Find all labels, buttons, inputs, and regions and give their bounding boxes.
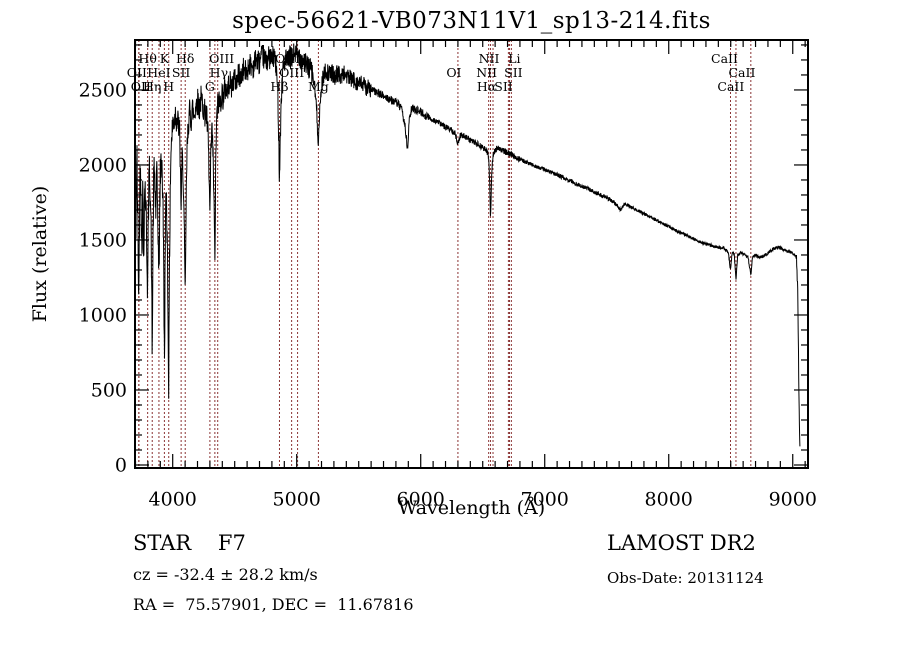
x-axis-label: Wavelength (Å) <box>397 497 546 519</box>
star-classification: STAR F7 <box>133 531 246 555</box>
y-tick-label: 2500 <box>79 79 127 101</box>
y-tick-label: 500 <box>91 379 127 401</box>
y-tick-label: 1000 <box>79 304 127 326</box>
x-tick-label: 8000 <box>645 489 693 511</box>
plot-frame <box>134 39 809 469</box>
survey-release: LAMOST DR2 <box>607 531 756 555</box>
spectral-line-label-G: G <box>205 79 215 94</box>
y-tick-label: 1500 <box>79 229 127 251</box>
spectral-marker-lines <box>138 40 752 468</box>
y-tick-label: 0 <box>115 454 127 476</box>
spectral-line-label-Li: Li <box>508 51 520 66</box>
axis-frame-and-ticks <box>134 39 809 469</box>
observation-date: Obs-Date: 20131124 <box>607 569 764 587</box>
spectral-line-label-NII: NII <box>479 51 500 66</box>
spectral-line-label-CaII: CaII <box>728 65 755 80</box>
y-axis-label: Flux (relative) <box>29 185 51 323</box>
spectral-line-label-Hθ: Hθ <box>138 51 156 66</box>
spectral-line-label-Hβ: Hβ <box>270 79 288 94</box>
spectral-line-label-SII: SII <box>504 65 523 80</box>
spectral-line-label-SII: SII <box>172 65 191 80</box>
spectral-line-label-OIII: OIII <box>209 51 234 66</box>
radial-velocity: cz = -32.4 ± 28.2 km/s <box>133 565 318 584</box>
spectral-line-label-Hγ: Hγ <box>210 65 228 80</box>
spectral-line-label-Hδ: Hδ <box>176 51 194 66</box>
spectral-line-label-Mg: Mg <box>308 79 329 94</box>
x-tick-label: 6000 <box>397 489 445 511</box>
ra-dec-coordinates: RA = 75.57901, DEC = 11.67816 <box>133 595 414 614</box>
spectral-line-label-SII: SII <box>494 79 513 94</box>
spectrum-curve <box>134 43 801 452</box>
x-tick-label: 4000 <box>149 489 197 511</box>
spectral-line-label-NII: NII <box>476 65 497 80</box>
axis-tick-labels: 4000 5000 6000 7000 8000 9000 0 500 1000 1500 2000… <box>79 79 817 510</box>
spectral-line-label-K: K <box>160 51 170 66</box>
page-title: spec-56621-VB073N11V1_sp13-214.fits <box>232 8 711 34</box>
spectral-line-label-CaII: CaII <box>717 79 744 94</box>
spectral-line-label-Hη: Hη <box>143 79 161 94</box>
spectral-line-label-OIII: OIII <box>275 51 300 66</box>
y-tick-label: 2000 <box>79 154 127 176</box>
spectral-line-label-H: H <box>163 79 174 94</box>
x-tick-label: 5000 <box>273 489 321 511</box>
spectral-line-label-Hα: Hα <box>477 79 497 94</box>
spectral-line-label-HeI: HeI <box>147 65 170 80</box>
spectral-line-label-OIII: OIII <box>279 65 304 80</box>
x-tick-label: 7000 <box>521 489 569 511</box>
x-tick-label: 9000 <box>769 489 817 511</box>
flux-spectrum-path <box>134 43 801 452</box>
spectral-line-label-OII: OII <box>131 79 151 94</box>
spectral-line-label-OI: OI <box>446 65 461 80</box>
spectral-line-label-OII: OII <box>127 65 147 80</box>
spectral-line-label-CaII: CaII <box>711 51 738 66</box>
